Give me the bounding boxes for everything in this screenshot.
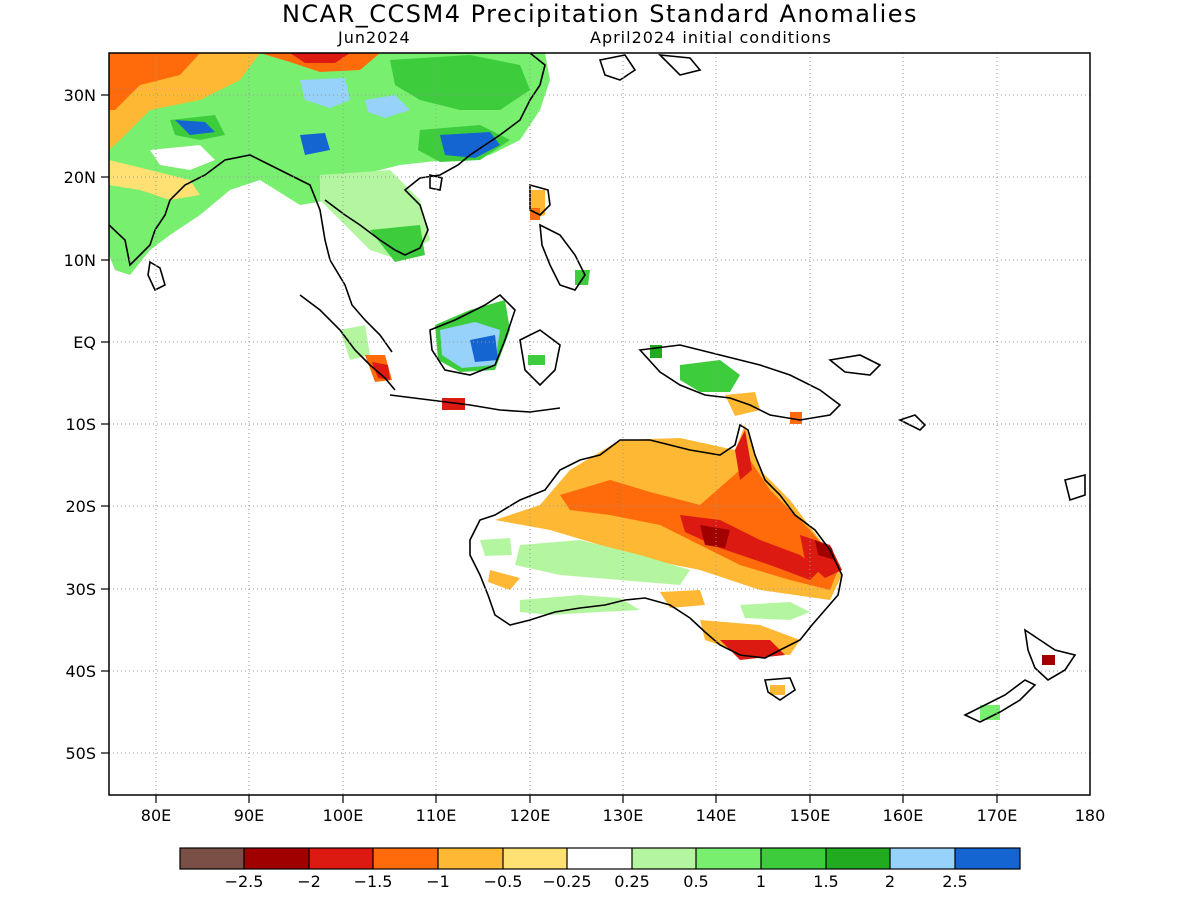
y-tick-label: 20N [64,168,96,187]
y-tick-label: 10S [65,415,96,434]
x-tick-label: 170E [977,806,1018,825]
x-tick-label: 80E [141,806,171,825]
colorbar-swatch [438,848,503,869]
x-tick-label: 140E [696,806,737,825]
colorbar-swatch [180,848,244,869]
colorbar-label: −0.25 [542,872,592,891]
x-tick-label: 130E [603,806,644,825]
colorbar-swatch [696,848,761,869]
x-tick-label: 110E [416,806,457,825]
colorbar-swatch [373,848,438,869]
colorbar-swatch [826,848,890,869]
anomaly-shading [109,53,1055,720]
colorbar-label: −0.5 [483,872,523,891]
colorbar-label: −1.5 [353,872,393,891]
colorbar-label: 0.25 [614,872,650,891]
colorbar-label: −2.5 [224,872,264,891]
colorbar-swatch [309,848,373,869]
colorbar-swatch [567,848,632,869]
colorbar-label: 0.5 [683,872,709,891]
y-tick-label: 50S [65,744,96,763]
y-tick-label: 30S [65,580,96,599]
colorbar-label: 1.5 [813,872,839,891]
y-tick-label: 40S [65,662,96,681]
colorbar [179,847,1021,870]
x-tick-label: 150E [790,806,831,825]
y-tick-label: 10N [64,251,96,270]
colorbar-swatch [503,848,567,869]
colorbar-swatch [890,848,955,869]
colorbar-label: −1 [426,872,450,891]
x-tick-label: 120E [510,806,551,825]
x-tick-label: 180 [1075,806,1106,825]
tick-marks [101,94,998,803]
x-tick-label: 100E [323,806,364,825]
chart-title: NCAR_CCSM4 Precipitation Standard Anomal… [281,0,919,28]
colorbar-label: 1 [755,872,767,891]
colorbar-swatch [955,848,1020,869]
coastlines [109,53,1086,723]
y-tick-label: 30N [64,86,96,105]
x-tick-label: 160E [883,806,924,825]
colorbar-swatch [244,848,309,869]
y-tick-label: EQ [73,333,96,352]
colorbar-swatch [632,848,696,869]
colorbar-label: 2.5 [942,872,968,891]
initial-conditions: April2024 initial conditions [590,28,832,47]
y-tick-label: 20S [65,497,96,516]
x-tick-label: 90E [234,806,264,825]
colorbar-swatch [761,848,826,869]
forecast-month: Jun2024 [338,28,411,47]
colorbar-label: 2 [884,872,896,891]
colorbar-label: −2 [297,872,321,891]
